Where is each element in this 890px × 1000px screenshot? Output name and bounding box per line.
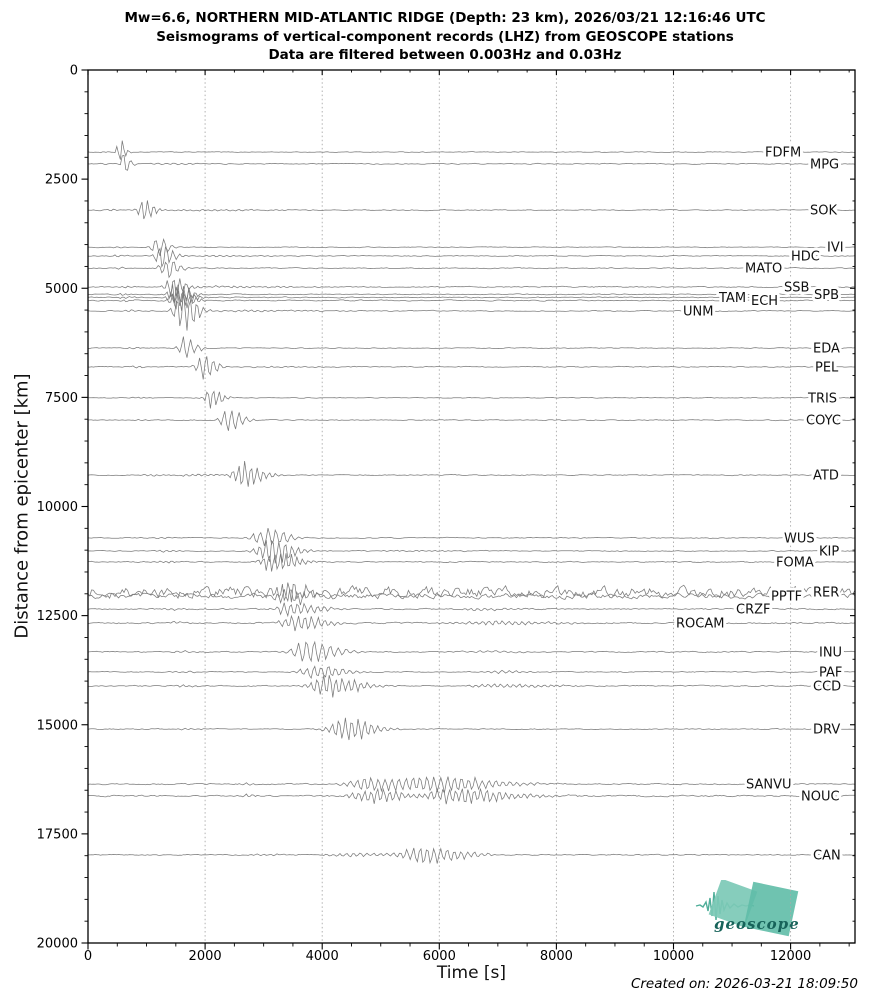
station-label-nouc: NOUC [801,789,840,804]
seismogram-trace-coyc [87,410,855,431]
seismogram-trace-paf [87,665,855,680]
station-label-sok: SOK [810,204,837,219]
seismogram-trace-crzf [87,602,855,618]
logo-diamond-left [708,880,758,928]
seismogram-trace-kip [87,539,855,564]
station-label-pptf: PPTF [771,589,802,604]
chart-title-line3: Data are filtered between 0.003Hz and 0.… [268,47,622,63]
x-axis-title: Time [s] [436,963,507,983]
station-label-rocam: ROCAM [676,617,724,632]
station-label-drv: DRV [813,723,840,738]
station-label-mpg: MPG [810,157,839,172]
y-tick-label: 5000 [45,282,78,297]
seismogram-trace-wus [87,528,855,547]
station-label-eda: EDA [813,342,840,357]
station-label-paf: PAF [819,665,842,680]
geoscope-logo: geoscope [695,880,800,937]
seismogram-trace-atd [87,460,855,487]
station-label-wus: WUS [784,531,815,546]
seismogram-trace-ccd [87,675,855,698]
seismogram-trace-tris [88,390,855,409]
x-tick-label: 6000 [423,949,456,964]
station-label-crzf: CRZF [736,603,771,618]
station-label-ccd: CCD [813,679,841,694]
seismogram-trace-mpg [87,154,855,171]
chart-title-line2: Seismograms of vertical-component record… [156,28,734,45]
seismogram-trace-pel [87,356,855,380]
seismogram-trace-hdc [87,246,855,268]
seismogram-trace-sok [87,200,855,220]
station-label-foma: FOMA [776,555,814,570]
chart-title-line1: Mw=6.6, NORTHERN MID-ATLANTIC RIDGE (Dep… [124,10,766,26]
seismogram-trace-unm [87,290,855,331]
y-tick-label: 2500 [45,173,78,188]
station-label-can: CAN [813,848,841,863]
x-tick-label: 2000 [189,949,222,964]
y-tick-label: 7500 [45,391,78,406]
station-label-coyc: COYC [806,414,841,429]
x-tick-label: 12000 [770,949,811,964]
station-label-inu: INU [819,645,842,660]
seismogram-trace-fdfm [87,140,855,160]
seismogram-trace-nouc [88,787,855,805]
x-tick-label: 8000 [540,949,573,964]
created-on-note: Created on: 2026-03-21 18:09:50 [630,976,858,992]
x-tick-label: 10000 [653,949,694,964]
station-label-rer: RER [813,586,839,601]
chart-title: Mw=6.6, NORTHERN MID-ATLANTIC RIDGE (Dep… [0,9,890,65]
y-tick-label: 15000 [37,718,78,733]
station-label-tam: TAM [718,291,746,306]
x-tick-label: 4000 [306,949,339,964]
seismogram-trace-drv [87,717,855,741]
y-tick-label: 20000 [37,937,78,952]
station-label-atd: ATD [813,469,839,484]
seismogram-trace-sanvu [87,775,855,793]
seismogram-trace-foma [88,553,855,572]
station-label-sanvu: SANVU [746,778,792,793]
seismogram-trace-ivi [87,237,855,257]
y-tick-label: 0 [70,64,78,79]
logo-diamond-right [743,881,799,937]
logo-text: geoscope [714,915,800,933]
y-tick-label: 10000 [37,500,78,515]
station-label-hdc: HDC [791,249,820,264]
seismogram-trace-eda [87,336,855,358]
y-tick-label: 17500 [37,827,78,842]
station-label-ivi: IVI [827,241,844,256]
x-tick-label: 0 [84,949,92,964]
seismogram-trace-spb [87,284,855,303]
station-label-kip: KIP [819,545,839,560]
y-tick-label: 12500 [37,609,78,624]
station-label-unm: UNM [683,304,713,319]
station-label-mato: MATO [745,262,782,277]
seismogram-trace-rer [87,582,856,603]
seismogram-trace-rocam [87,614,855,632]
seismogram-trace-mato [88,261,855,279]
station-label-ssb: SSB [784,280,809,295]
station-label-pel: PEL [815,360,839,375]
plot-border [87,69,856,944]
station-label-fdfm: FDFM [765,146,801,161]
seismogram-trace-ech [87,290,855,311]
seismogram-trace-ssb [88,278,855,298]
seismogram-trace-tam [87,286,855,306]
seismogram-trace-pptf [87,589,856,606]
seismogram-trace-inu [87,640,855,663]
station-label-tris: TRIS [807,391,837,406]
seismogram-trace-can [88,847,855,865]
station-label-ech: ECH [751,294,778,309]
station-label-spb: SPB [814,288,839,303]
